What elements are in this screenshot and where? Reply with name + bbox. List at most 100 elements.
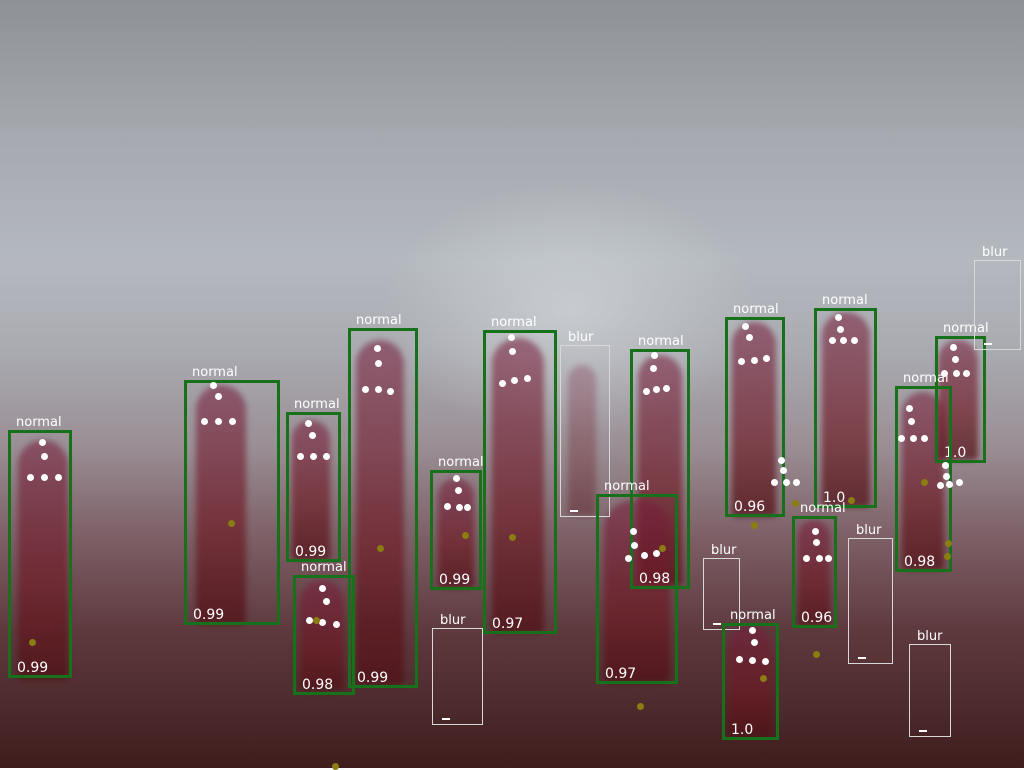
detection-box-normal [935,336,986,463]
keypoint-dot [778,457,785,464]
keypoint-dot [444,503,451,510]
keypoint-dot [963,370,970,377]
capillary [492,338,544,633]
keypoint-dot [813,539,820,546]
keypoint-dot [650,365,657,372]
keypoint-dot [783,479,790,486]
capillary [822,312,870,507]
keypoint-dot [375,360,382,367]
detection-box-normal [286,412,341,562]
keypoint-dot [305,420,312,427]
keypoint-dot [319,619,326,626]
keypoint-dot [625,555,632,562]
keypoint-dot [319,585,326,592]
keypoint-dot [631,542,638,549]
detection-score: 0.96 [734,499,766,515]
outlier-dot [848,497,855,504]
keypoint-dot [306,617,313,624]
detection-label: normal [16,415,62,430]
keypoint-dot [749,627,756,634]
keypoint-dot [742,323,749,330]
keypoint-dot [323,453,330,460]
detection-box-normal [722,623,779,740]
detection-box-blur [848,538,893,664]
keypoint-dot [952,356,959,363]
keypoint-dot [39,439,46,446]
keypoint-dot [898,435,905,442]
keypoint-dot [297,453,304,460]
keypoint-dot [793,479,800,486]
detection-label: blur [568,330,594,345]
detection-box-normal [293,575,355,695]
detection-box-normal [725,317,785,517]
keypoint-dot [323,598,330,605]
keypoint-dot [825,555,832,562]
keypoint-dot [941,370,948,377]
keypoint-dot [921,435,928,442]
detection-box-blur [560,345,610,517]
keypoint-dot [333,621,340,628]
keypoint-dot [41,474,48,481]
keypoint-dot [910,435,917,442]
detection-box-normal [596,494,678,684]
keypoint-dot [840,337,847,344]
detection-label: normal [800,501,846,516]
detection-label: normal [638,334,684,349]
keypoint-dot [829,337,836,344]
blur-dash-mark [858,657,866,659]
blur-dash-mark [570,510,578,512]
capillary [732,322,776,517]
keypoint-dot [738,358,745,365]
detection-score: 0.97 [492,616,524,632]
detection-label: blur [440,613,466,628]
blur-dash-mark [713,623,721,625]
detection-box-blur [432,628,483,725]
capillary [292,420,330,560]
detection-score: 0.98 [639,571,671,587]
detection-label: normal [301,560,347,575]
detection-label: normal [192,365,238,380]
keypoint-dot [210,382,217,389]
keypoint-dot [27,474,34,481]
detection-label: blur [917,629,943,644]
detection-label: normal [356,313,402,328]
keypoint-dot [464,504,471,511]
keypoint-dot [816,555,823,562]
outlier-dot [509,534,516,541]
detection-score: 0.99 [17,660,49,676]
detection-score: 0.97 [605,666,637,682]
detection-score: 0.99 [193,607,225,623]
keypoint-dot [851,337,858,344]
keypoint-dot [908,418,915,425]
keypoint-dot [937,482,944,489]
keypoint-dot [643,388,650,395]
detection-score: 1.0 [731,722,754,738]
detection-box-normal [483,330,557,634]
keypoint-dot [201,418,208,425]
keypoint-dot [956,479,963,486]
detection-score: 0.98 [904,554,936,570]
outlier-dot [228,520,235,527]
blur-dash-mark [984,343,992,345]
detection-box-blur [703,558,740,630]
keypoint-dot [837,326,844,333]
keypoint-dot [509,348,516,355]
keypoint-dot [362,386,369,393]
detection-score: 1.0 [823,490,846,506]
keypoint-dot [812,528,819,535]
capillary [604,500,670,682]
detection-label: normal [943,321,989,336]
outlier-dot [377,545,384,552]
keypoint-dot [942,462,949,469]
outlier-dot [751,522,758,529]
keypoint-dot [749,657,756,664]
detection-box-blur [974,260,1021,350]
keypoint-dot [653,550,660,557]
detection-box-normal [895,386,952,572]
detection-label: normal [733,302,779,317]
keypoint-dot [41,453,48,460]
keypoint-dot [751,639,758,646]
keypoint-dot [953,370,960,377]
keypoint-dot [835,314,842,321]
